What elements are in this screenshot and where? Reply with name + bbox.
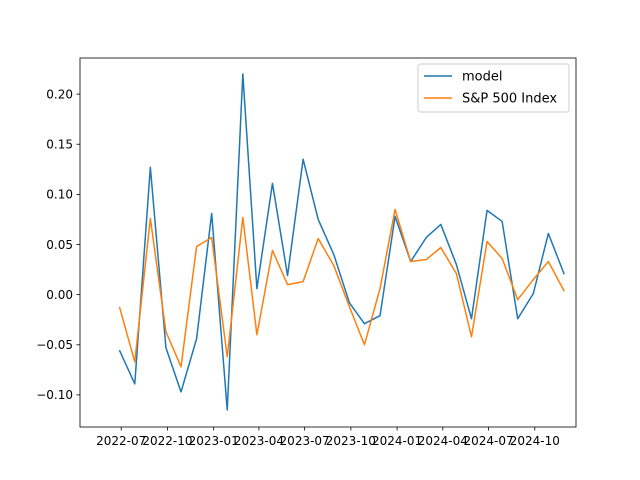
x-tick-label: 2024-07	[463, 434, 513, 448]
x-tick-label: 2024-01	[372, 434, 422, 448]
y-tick-label: 0.20	[46, 87, 73, 101]
plot-area: −0.10−0.050.000.050.100.150.202022-07202…	[36, 57, 577, 448]
x-tick-label: 2024-04	[418, 434, 468, 448]
series-line-sp500	[118, 208, 565, 368]
y-tick-label: 0.00	[46, 288, 73, 302]
series-line-model	[118, 73, 565, 411]
x-tick-label: 2022-10	[142, 434, 192, 448]
y-tick-label: 0.05	[46, 238, 73, 252]
x-tick-label: 2023-10	[326, 434, 376, 448]
y-tick-label: 0.10	[46, 188, 73, 202]
x-tick-label: 2023-07	[280, 434, 330, 448]
y-tick-label: −0.10	[36, 388, 73, 402]
y-tick-label: −0.05	[36, 338, 73, 352]
x-tick-label: 2022-07	[96, 434, 146, 448]
axes-frame	[79, 57, 577, 428]
y-tick-label: 0.15	[46, 138, 73, 152]
legend-label: model	[462, 70, 502, 85]
x-tick-label: 2023-01	[189, 434, 239, 448]
legend-box	[417, 63, 570, 113]
legend-label: S&P 500 Index	[462, 92, 557, 107]
x-tick-label: 2024-10	[510, 434, 560, 448]
x-tick-label: 2023-04	[234, 434, 284, 448]
